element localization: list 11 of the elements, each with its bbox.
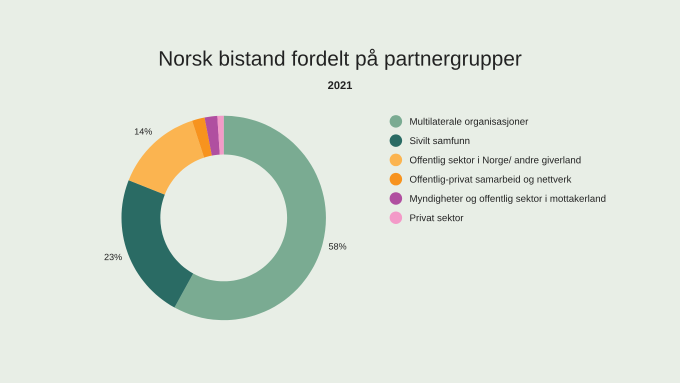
legend-label: Myndigheter og offentlig sektor i mottakerland <box>410 194 606 204</box>
data-label: 58% <box>328 243 346 250</box>
legend-label: Offentlig-privat samarbeid og nettverk <box>410 176 572 185</box>
legend-label: Sivilt samfunn <box>410 136 470 144</box>
legend-label: Offentlig sektor i Norge/ andre giverland <box>410 156 581 166</box>
data-label: 23% <box>104 254 122 260</box>
chart-title: Norsk bistand fordelt på partnergrupper <box>160 48 522 70</box>
legend-label: Privat sektor <box>410 214 464 222</box>
data-label: 14% <box>134 128 152 135</box>
legend-label: Multilaterale organisasjoner <box>410 118 528 127</box>
chart-subtitle: 2021 <box>328 81 352 90</box>
